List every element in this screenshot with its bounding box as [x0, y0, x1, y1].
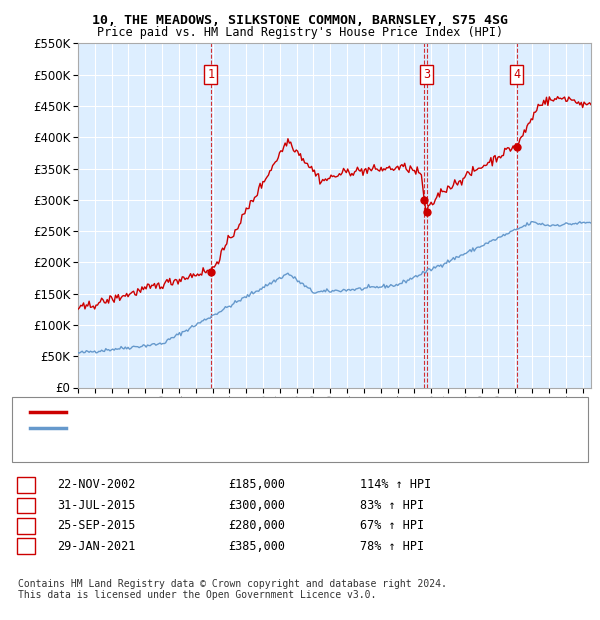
Text: 4: 4	[22, 540, 29, 552]
Text: 3: 3	[22, 520, 29, 532]
Text: 10, THE MEADOWS, SILKSTONE COMMON, BARNSLEY, S75 4SG (detached house): 10, THE MEADOWS, SILKSTONE COMMON, BARNS…	[75, 407, 489, 417]
Text: 114% ↑ HPI: 114% ↑ HPI	[360, 479, 431, 491]
Text: This data is licensed under the Open Government Licence v3.0.: This data is licensed under the Open Gov…	[18, 590, 376, 600]
Text: 78% ↑ HPI: 78% ↑ HPI	[360, 540, 424, 552]
Text: 29-JAN-2021: 29-JAN-2021	[57, 540, 136, 552]
Text: £300,000: £300,000	[228, 499, 285, 511]
Text: 25-SEP-2015: 25-SEP-2015	[57, 520, 136, 532]
Text: 67% ↑ HPI: 67% ↑ HPI	[360, 520, 424, 532]
Text: Price paid vs. HM Land Registry's House Price Index (HPI): Price paid vs. HM Land Registry's House …	[97, 26, 503, 39]
Text: 83% ↑ HPI: 83% ↑ HPI	[360, 499, 424, 511]
Text: 1: 1	[22, 479, 29, 491]
Text: £385,000: £385,000	[228, 540, 285, 552]
Text: 4: 4	[513, 68, 520, 81]
Text: 2: 2	[22, 499, 29, 511]
Text: Contains HM Land Registry data © Crown copyright and database right 2024.: Contains HM Land Registry data © Crown c…	[18, 579, 447, 589]
Text: £280,000: £280,000	[228, 520, 285, 532]
Text: 3: 3	[423, 68, 430, 81]
Text: 22-NOV-2002: 22-NOV-2002	[57, 479, 136, 491]
Text: HPI: Average price, detached house, Barnsley: HPI: Average price, detached house, Barn…	[75, 423, 339, 433]
Text: £185,000: £185,000	[228, 479, 285, 491]
Text: 31-JUL-2015: 31-JUL-2015	[57, 499, 136, 511]
Text: 1: 1	[208, 68, 214, 81]
Text: 10, THE MEADOWS, SILKSTONE COMMON, BARNSLEY, S75 4SG: 10, THE MEADOWS, SILKSTONE COMMON, BARNS…	[92, 14, 508, 27]
